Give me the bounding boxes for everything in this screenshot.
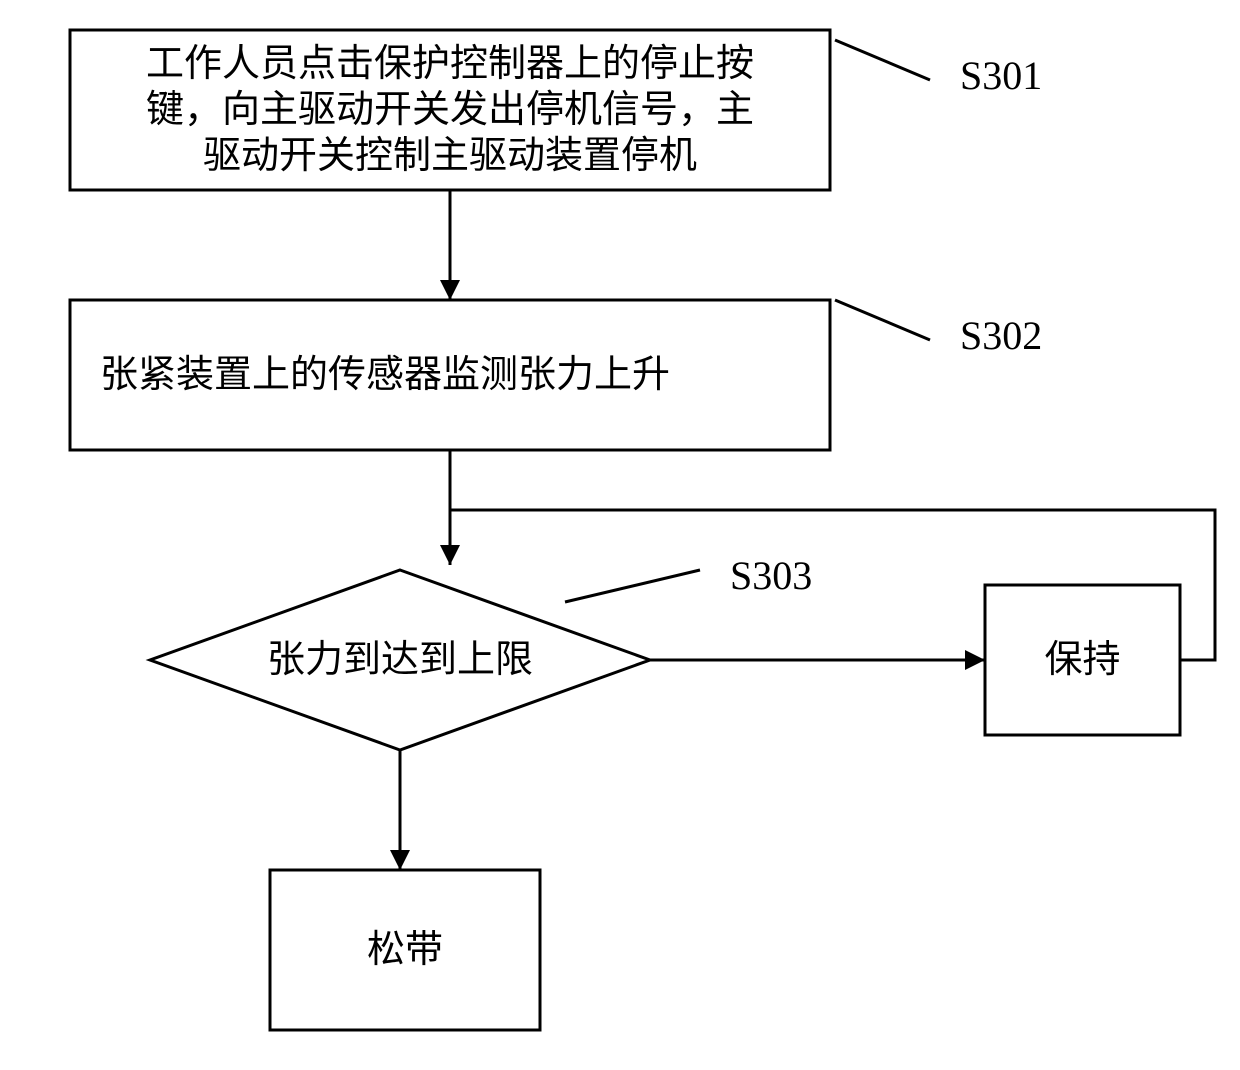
box-text-b1-1: 键，向主驱动开关发出停机信号，主: [146, 89, 754, 131]
step-label-S301: S301: [960, 53, 1042, 98]
box-text-b1-0: 工作人员点击保护控制器上的停止按: [146, 43, 754, 85]
arrowhead: [390, 850, 410, 870]
box-text-b2-0: 张紧装置上的传感器监测张力上升: [100, 354, 670, 396]
flowchart-canvas: 工作人员点击保护控制器上的停止按键，向主驱动开关发出停机信号，主驱动开关控制主驱…: [0, 0, 1240, 1070]
step-label-S302: S302: [960, 313, 1042, 358]
decision-text: 张力到达到上限: [267, 639, 533, 681]
arrowhead: [440, 280, 460, 300]
step-label-S303: S303: [730, 553, 812, 598]
label-leader-S303: [565, 570, 700, 602]
label-leader-S301: [835, 40, 930, 80]
label-leader-S302: [835, 300, 930, 340]
box-text-b1-2: 驱动开关控制主驱动装置停机: [203, 135, 697, 177]
box-text-b_loose-0: 松带: [367, 929, 443, 971]
box-text-b_keep-0: 保持: [1044, 639, 1120, 681]
arrowhead: [965, 650, 985, 670]
